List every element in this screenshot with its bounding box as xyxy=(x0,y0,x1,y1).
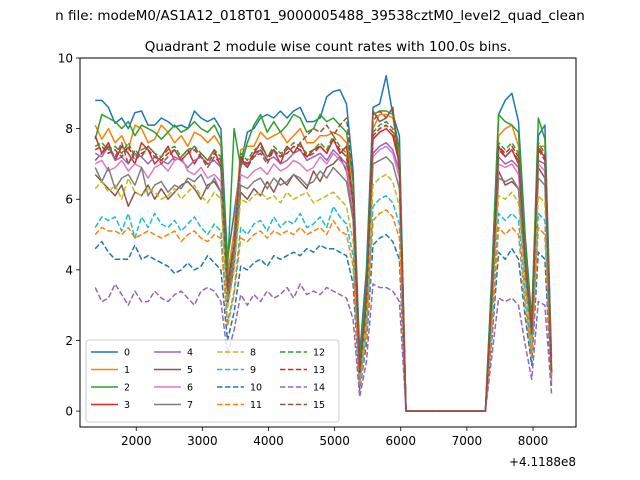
x-tick-label: 3000 xyxy=(187,434,218,448)
legend-label: 5 xyxy=(187,365,193,376)
y-tick-label: 4 xyxy=(65,263,73,277)
legend-item-3: 3 xyxy=(91,400,130,411)
figure-suptitle: n file: modeM0/AS1A12_018T01_9000005488_… xyxy=(55,8,585,24)
legend-item-15: 15 xyxy=(280,400,325,411)
series-line-11 xyxy=(94,209,553,412)
legend-item-10: 10 xyxy=(217,383,262,394)
x-axis-offset-label: +4.1188e8 xyxy=(509,455,576,469)
legend-item-11: 11 xyxy=(217,400,262,411)
x-tick-label: 7000 xyxy=(452,434,483,448)
legend-label: 8 xyxy=(250,348,256,359)
series-line-8 xyxy=(94,173,553,412)
legend-item-12: 12 xyxy=(280,348,325,359)
chart-title: Quadrant 2 module wise count rates with … xyxy=(145,39,511,55)
x-tick-label: 5000 xyxy=(319,434,350,448)
legend-label: 4 xyxy=(187,348,193,359)
series-line-15 xyxy=(94,106,553,412)
y-axis: 0 2 4 6 8 10 xyxy=(58,52,80,419)
legend-label: 12 xyxy=(313,348,325,359)
plot-area xyxy=(94,74,553,412)
legend-item-14: 14 xyxy=(280,383,325,394)
axes-frame xyxy=(79,57,577,428)
legend-label: 10 xyxy=(250,383,262,394)
y-tick-label: 8 xyxy=(65,122,73,136)
y-tick-label: 0 xyxy=(65,405,73,419)
legend-label: 14 xyxy=(313,383,325,394)
legend-label: 6 xyxy=(187,383,193,394)
legend-item-4: 4 xyxy=(154,348,193,359)
y-tick-label: 6 xyxy=(65,193,73,207)
legend-label: 13 xyxy=(313,365,325,376)
x-axis: 2000 3000 4000 5000 6000 7000 8000 xyxy=(121,427,548,448)
legend-label: 2 xyxy=(124,383,130,394)
x-tick-label: 2000 xyxy=(121,434,152,448)
legend-item-7: 7 xyxy=(154,400,193,411)
legend-item-0: 0 xyxy=(91,348,130,359)
legend-item-2: 2 xyxy=(91,383,130,394)
legend-label: 9 xyxy=(250,365,256,376)
series-line-10 xyxy=(94,233,553,412)
y-tick-label: 2 xyxy=(65,334,73,348)
legend-label: 1 xyxy=(124,365,130,376)
legend-label: 7 xyxy=(187,400,193,411)
legend-item-8: 8 xyxy=(217,348,256,359)
legend-item-9: 9 xyxy=(217,365,256,376)
legend-label: 0 xyxy=(124,348,130,359)
x-tick-label: 8000 xyxy=(518,434,549,448)
legend-item-6: 6 xyxy=(154,383,193,394)
x-tick-label: 6000 xyxy=(385,434,416,448)
y-tick-label: 10 xyxy=(58,52,73,66)
legend-label: 3 xyxy=(124,400,130,411)
legend-item-13: 13 xyxy=(280,365,325,376)
legend-label: 15 xyxy=(313,400,325,411)
legend-box xyxy=(85,339,340,423)
series-line-13 xyxy=(94,124,553,412)
legend-label: 11 xyxy=(250,400,262,411)
legend-item-1: 1 xyxy=(91,365,130,376)
x-tick-label: 4000 xyxy=(253,434,284,448)
legend-item-5: 5 xyxy=(154,365,193,376)
